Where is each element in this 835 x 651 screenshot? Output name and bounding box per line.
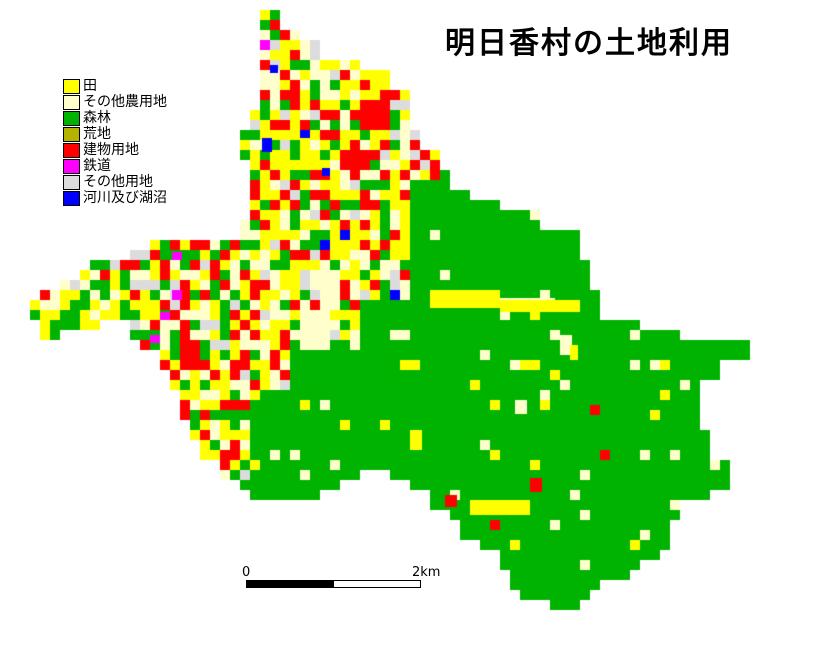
legend-item-rail: 鉄道 [63, 158, 167, 174]
legend-swatch-waste [63, 126, 80, 142]
legend-label-building: 建物用地 [83, 142, 139, 158]
scale-bar-white-segment [333, 580, 421, 588]
legend-swatch-other [63, 174, 80, 190]
map-title: 明日香村の土地利用 [445, 26, 733, 61]
scale-bar: 0 2km [242, 565, 440, 595]
legend-item-other: その他用地 [63, 174, 167, 190]
legend-swatch-rail [63, 158, 80, 174]
legend-swatch-building [63, 142, 80, 158]
scale-start-label: 0 [242, 565, 251, 580]
legend-label-rail: 鉄道 [83, 158, 111, 174]
legend-item-waste: 荒地 [63, 126, 167, 142]
legend-label-other: その他用地 [83, 174, 153, 190]
legend-swatch-forest [63, 110, 80, 126]
legend-swatch-rice [63, 78, 80, 94]
map-legend: 田その他農用地 森林 荒地 建物用地 鉄道 その他用地 河川及び湖沼 [63, 78, 167, 206]
legend-item-building: 建物用地 [63, 142, 167, 158]
legend-swatch-water [63, 190, 80, 206]
legend-label-farm: その他農用地 [83, 94, 167, 110]
legend-label-waste: 荒地 [83, 126, 111, 142]
scale-end-label: 2km [412, 565, 441, 580]
legend-item-rice: 田 [63, 78, 167, 94]
legend-item-farm: その他農用地 [63, 94, 167, 110]
legend-label-water: 河川及び湖沼 [83, 190, 167, 206]
scale-bar-black-segment [246, 580, 335, 588]
legend-label-forest: 森林 [83, 110, 111, 126]
legend-swatch-farm [63, 94, 80, 110]
legend-label-rice: 田 [83, 78, 97, 94]
legend-item-water: 河川及び湖沼 [63, 190, 167, 206]
legend-item-forest: 森林 [63, 110, 167, 126]
